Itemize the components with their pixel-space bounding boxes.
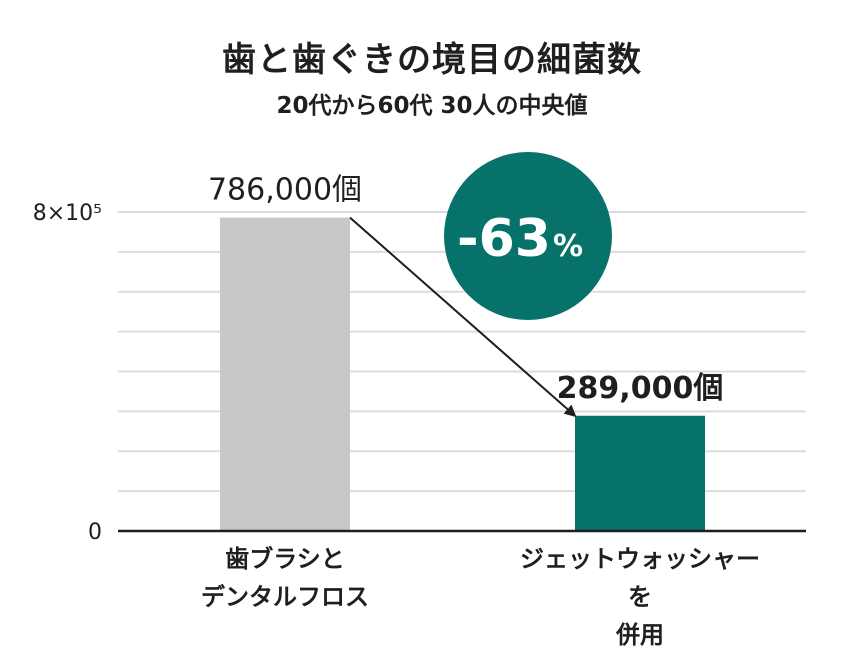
reduction-percent-sign: % bbox=[553, 229, 583, 264]
x-category-label-1-line2: デンタルフロス bbox=[201, 583, 369, 611]
comparison-arrow bbox=[349, 216, 577, 418]
chart-title: 歯と歯ぐきの境目の細菌数 bbox=[222, 40, 642, 80]
svg-text:-63%: -63% bbox=[457, 209, 583, 269]
reduction-badge-circle bbox=[444, 152, 612, 320]
y-tick-label-1: 0 bbox=[88, 520, 102, 545]
reduction-value: -63 bbox=[457, 209, 551, 269]
x-category-label-2-line2: 併用 bbox=[616, 621, 664, 649]
y-axis-ticks: 0 8×10⁵ bbox=[33, 201, 102, 545]
data-label-2: 289,000個 bbox=[557, 371, 724, 406]
bars bbox=[220, 217, 705, 531]
chart-subtitle: 20代から60代 30人の中央値 bbox=[276, 93, 588, 119]
x-category-label-2: ジェットウォッシャーを 併用 bbox=[510, 540, 770, 654]
y-tick-label-2: 8×10⁵ bbox=[33, 201, 102, 226]
bar-1 bbox=[220, 217, 350, 531]
x-category-label-1: 歯ブラシと デンタルフロス bbox=[155, 540, 415, 616]
reduction-badge: -63% bbox=[444, 152, 612, 320]
data-labels: 786,000個 289,000個 bbox=[208, 173, 723, 406]
x-category-label-1-line1: 歯ブラシと bbox=[225, 545, 345, 573]
data-label-1: 786,000個 bbox=[208, 173, 362, 208]
bar-2 bbox=[575, 415, 705, 531]
x-category-label-2-line1: ジェットウォッシャーを bbox=[520, 545, 760, 611]
